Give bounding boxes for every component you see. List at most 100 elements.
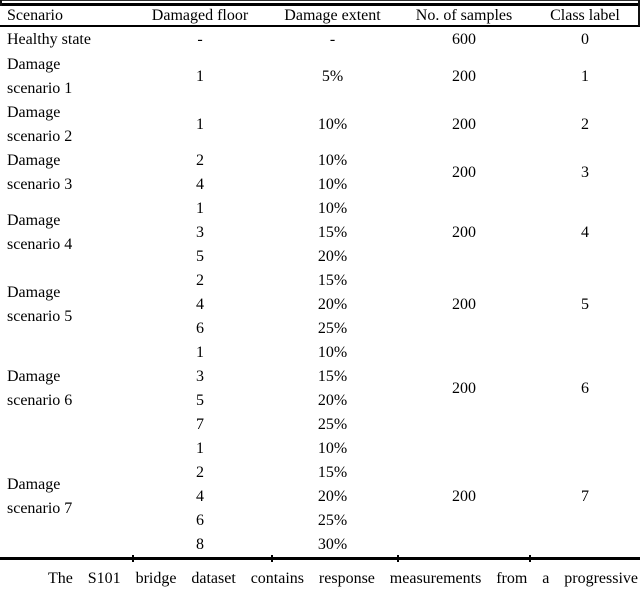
damage-extent-cell: 15% 20% 25% [267, 269, 398, 341]
damage-extent-cell: 10% 15% 20% 25% 30% [267, 437, 398, 557]
damaged-floor-cell: 1 3 5 [133, 197, 267, 269]
damage-extent-value: 20% [317, 248, 348, 265]
class-label-cell: 5 [581, 296, 589, 313]
damage-extent-value: 25% [317, 320, 348, 337]
col-header-class-label: Class label [530, 6, 640, 27]
damaged-floor-cell: 1 2 4 6 8 [133, 437, 267, 557]
damage-extent-value: 10% [317, 440, 348, 457]
damaged-floor-cell: 2 4 6 [133, 269, 267, 341]
samples-cell: 200 [452, 68, 476, 85]
scenario-label-line: scenario 4 [7, 236, 73, 253]
table-row: Healthy state - - 600 0 [0, 26, 640, 53]
column-boundary-tick [529, 555, 531, 562]
damage-extent-value: 20% [317, 296, 348, 313]
right-edge-mark [638, 0, 640, 26]
damage-extent-value: - [329, 31, 336, 48]
table-row: Damage scenario 5 2 4 6 15% 20% 25% 200 5 [0, 269, 640, 341]
table-row: Damage scenario 2 1 10% 200 2 [0, 101, 640, 149]
damaged-floor-value: 4 [196, 488, 204, 505]
scenario-cell: Healthy state [0, 26, 133, 53]
table-row: Damage scenario 1 1 5% 200 1 [0, 53, 640, 101]
damaged-floor-value: 5 [196, 392, 204, 409]
damaged-floor-value: 5 [196, 248, 204, 265]
damaged-floor-value: 7 [196, 416, 204, 433]
class-label-cell: 7 [581, 488, 589, 505]
samples-cell: 200 [452, 488, 476, 505]
class-label-cell: 4 [581, 224, 589, 241]
scenario-label-line: Damage [7, 284, 61, 301]
body-paragraph: The S101 bridge dataset contains respons… [48, 570, 638, 587]
samples-cell: 200 [452, 296, 476, 313]
damage-extent-cell: 10% 15% 20% [267, 197, 398, 269]
left-edge-mark [0, 0, 2, 6]
scenario-label-line: scenario 6 [7, 392, 73, 409]
damage-extent-value: 10% [317, 200, 348, 217]
samples-cell: 600 [452, 31, 476, 48]
table-row: Damage scenario 4 1 3 5 10% 15% 20% 200 4 [0, 197, 640, 269]
damaged-floor-value: 8 [196, 536, 204, 553]
scenario-label-line: Healthy state [7, 31, 91, 48]
damage-extent-cell: 10% 15% 20% 25% [267, 341, 398, 437]
samples-cell: 200 [452, 116, 476, 133]
damaged-floor-value: 6 [196, 320, 204, 337]
damage-extent-cell: 10% 10% [267, 149, 398, 197]
damaged-floor-cell: - [133, 26, 267, 53]
scenario-cell: Damage scenario 2 [0, 101, 133, 149]
scenario-label-line: Damage [7, 212, 61, 229]
damaged-floor-value: 3 [196, 368, 204, 385]
scenario-cell: Damage scenario 1 [0, 53, 133, 101]
scenario-label-line: Damage [7, 368, 61, 385]
damage-extent-value: 25% [317, 512, 348, 529]
damaged-floor-value: 1 [196, 440, 204, 457]
col-header-scenario: Scenario [0, 6, 133, 27]
scenario-label-line: scenario 3 [7, 176, 73, 193]
scenario-cell: Damage scenario 5 [0, 269, 133, 341]
damaged-floor-value: 1 [196, 116, 204, 133]
damaged-floor-value: 6 [196, 512, 204, 529]
damaged-floor-value: 4 [196, 176, 204, 193]
damaged-floor-cell: 1 [133, 53, 267, 101]
damage-extent-value: 15% [317, 272, 348, 289]
top-hairline [0, 0, 640, 1]
damage-extent-value: 15% [317, 224, 348, 241]
scenario-cell: Damage scenario 3 [0, 149, 133, 197]
scenario-cell: Damage scenario 4 [0, 197, 133, 269]
damaged-floor-cell: 1 3 5 7 [133, 341, 267, 437]
table-bottom-rule [0, 555, 640, 562]
column-boundary-tick [397, 555, 399, 562]
column-boundary-tick [271, 555, 273, 562]
damage-extent-value: 20% [317, 392, 348, 409]
table-row: Damage scenario 6 1 3 5 7 10% 15% 20% 25% 200 6 [0, 341, 640, 437]
samples-cell: 200 [452, 380, 476, 397]
scenario-label-line: scenario 1 [7, 80, 73, 97]
damage-extent-cell: 5% [267, 53, 398, 101]
scenario-label-line: Damage [7, 476, 61, 493]
table-body: Healthy state - -600 0 Damage scenario 1 1 5% 20… [0, 26, 640, 557]
scenario-label-line: Damage [7, 56, 61, 73]
header-row: Scenario Damaged floor Damage extent No.… [0, 6, 640, 27]
samples-cell: 200 [452, 224, 476, 241]
class-label-cell: 2 [581, 116, 589, 133]
column-boundary-tick [132, 555, 134, 562]
damage-extent-value: 10% [317, 176, 348, 193]
scenario-cell: Damage scenario 6 [0, 341, 133, 437]
damage-extent-value: 25% [317, 416, 348, 433]
scenario-label-line: scenario 2 [7, 128, 73, 145]
class-label-cell: 3 [581, 164, 589, 181]
col-header-no-of-samples: No. of samples [398, 6, 530, 27]
damaged-floor-value: 2 [196, 272, 204, 289]
samples-cell: 200 [452, 164, 476, 181]
scenario-label-line: scenario 5 [7, 308, 73, 325]
damage-extent-value: 10% [317, 344, 348, 361]
table-row: Damage scenario 7 1 2 4 6 8 10% 15% 20% 25% 30% 200 7 [0, 437, 640, 557]
scenario-label-line: Damage [7, 152, 61, 169]
scenario-cell: Damage scenario 7 [0, 437, 133, 557]
damage-extent-cell: - [267, 26, 398, 53]
class-label-cell: 0 [581, 31, 589, 48]
damage-extent-cell: 10% [267, 101, 398, 149]
damage-extent-value: 15% [317, 464, 348, 481]
damaged-floor-value: 1 [196, 68, 204, 85]
damage-scenarios-table: Scenario Damaged floor Damage extent No.… [0, 6, 640, 557]
